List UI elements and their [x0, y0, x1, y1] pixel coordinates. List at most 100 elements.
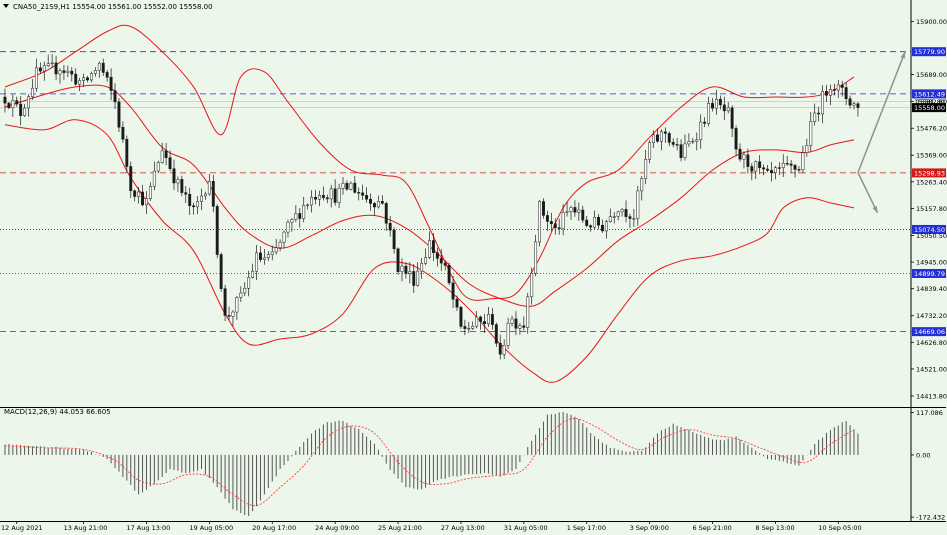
candle[interactable] [357, 187, 361, 201]
candle[interactable] [211, 174, 215, 213]
candle[interactable] [486, 306, 490, 327]
candle[interactable] [349, 181, 353, 191]
candle[interactable] [467, 321, 471, 333]
candle[interactable] [604, 219, 608, 239]
candle[interactable] [589, 224, 593, 232]
candle[interactable] [113, 83, 117, 110]
candle[interactable] [388, 215, 392, 237]
candle[interactable] [286, 219, 290, 238]
candle[interactable] [459, 305, 463, 329]
candle[interactable] [451, 275, 455, 308]
candle[interactable] [722, 96, 726, 120]
candle[interactable] [121, 121, 125, 143]
candle[interactable] [620, 207, 624, 217]
candle[interactable] [239, 286, 243, 302]
candle[interactable] [215, 204, 219, 259]
candle[interactable] [188, 187, 192, 215]
candle[interactable] [400, 258, 404, 282]
candle[interactable] [290, 217, 294, 232]
candle[interactable] [522, 316, 526, 331]
candle[interactable] [58, 68, 62, 84]
candle[interactable] [836, 79, 840, 98]
candle[interactable] [420, 257, 424, 279]
candle[interactable] [27, 94, 30, 117]
candle[interactable] [369, 193, 372, 211]
candle[interactable] [718, 95, 722, 110]
candle[interactable] [530, 267, 534, 305]
candle[interactable] [797, 166, 801, 174]
projection-arrow[interactable] [857, 172, 879, 214]
candle[interactable] [443, 260, 447, 271]
candle[interactable] [542, 198, 545, 219]
candle[interactable] [172, 159, 176, 190]
candle[interactable] [663, 127, 667, 143]
candle[interactable] [19, 96, 23, 126]
candle[interactable] [396, 247, 400, 275]
candle[interactable] [848, 95, 852, 109]
candle[interactable] [726, 101, 730, 114]
candle[interactable] [424, 248, 428, 266]
candle[interactable] [632, 208, 636, 228]
candle[interactable] [176, 176, 180, 192]
candle[interactable] [852, 101, 856, 110]
candle[interactable] [50, 54, 54, 68]
candle[interactable] [526, 292, 530, 334]
candle[interactable] [483, 314, 486, 333]
candle[interactable] [766, 164, 769, 173]
candle[interactable] [553, 218, 557, 235]
candle[interactable] [46, 54, 50, 68]
candle[interactable] [479, 315, 483, 330]
candle[interactable] [164, 142, 168, 166]
projection-arrow[interactable] [857, 51, 906, 173]
candle[interactable] [754, 160, 758, 179]
candle[interactable] [734, 125, 738, 157]
candle[interactable] [593, 210, 597, 229]
candle[interactable] [278, 239, 282, 252]
candle[interactable] [644, 149, 648, 185]
candle[interactable] [384, 201, 388, 231]
candle[interactable] [416, 262, 420, 287]
candle[interactable] [227, 306, 231, 321]
candle[interactable] [184, 186, 188, 204]
candle[interactable] [404, 262, 408, 279]
candle[interactable] [251, 263, 255, 279]
candle[interactable] [561, 204, 565, 236]
candle[interactable] [577, 202, 581, 221]
candle[interactable] [365, 187, 369, 203]
candle[interactable] [707, 96, 711, 127]
candle[interactable] [361, 184, 365, 200]
candle[interactable] [746, 148, 750, 174]
candle[interactable] [38, 62, 42, 74]
candle[interactable] [219, 252, 223, 292]
candle[interactable] [510, 315, 514, 327]
candle[interactable] [196, 196, 200, 215]
candle[interactable] [671, 138, 675, 148]
candle[interactable] [612, 211, 616, 224]
candle[interactable] [809, 111, 813, 152]
candle[interactable] [785, 155, 789, 166]
candle[interactable] [636, 185, 640, 226]
candle[interactable] [738, 143, 742, 162]
candle[interactable] [270, 245, 274, 261]
candle[interactable] [408, 262, 412, 284]
candle[interactable] [565, 201, 569, 217]
candle[interactable] [392, 227, 396, 254]
candle[interactable] [695, 132, 699, 151]
candle[interactable] [856, 102, 860, 117]
candle[interactable] [494, 322, 498, 347]
candle[interactable] [600, 219, 604, 233]
candle[interactable] [777, 162, 781, 176]
candle[interactable] [7, 102, 11, 110]
candle[interactable] [581, 205, 585, 223]
candle[interactable] [435, 247, 439, 267]
candle[interactable] [3, 88, 7, 113]
candle[interactable] [840, 80, 844, 97]
candle[interactable] [160, 142, 164, 164]
candle[interactable] [569, 205, 573, 220]
candle[interactable] [203, 191, 207, 200]
candle[interactable] [640, 176, 644, 201]
candle[interactable] [243, 282, 247, 297]
candle[interactable] [691, 137, 695, 145]
candle[interactable] [711, 97, 714, 112]
candle[interactable] [793, 163, 797, 178]
